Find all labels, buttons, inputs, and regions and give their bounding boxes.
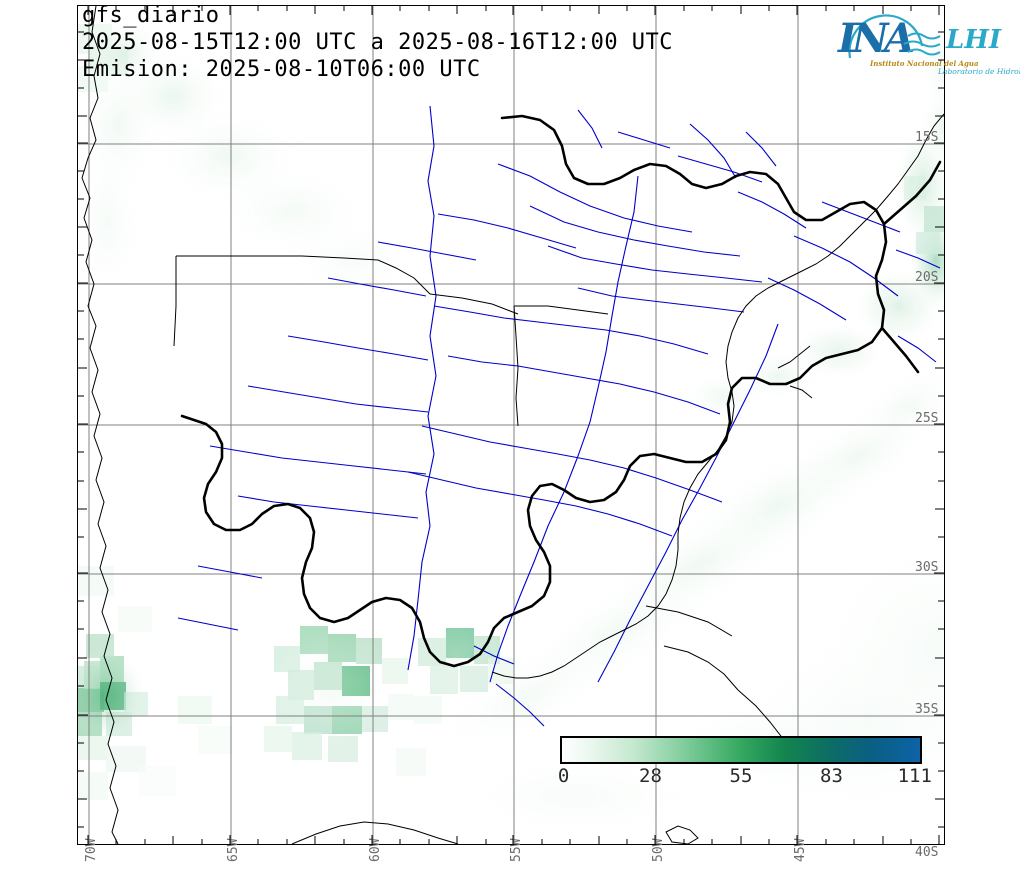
colorbar-tick-55: 55 xyxy=(729,765,753,787)
river-network-layer xyxy=(177,105,941,727)
lon-label-70w: 70W xyxy=(84,838,99,862)
map-plot-area xyxy=(77,5,945,845)
lon-label-55w: 55W xyxy=(509,838,524,862)
lon-label-60w: 60W xyxy=(368,838,383,862)
colorbar-tick-labels: 0 28 55 83 111 xyxy=(557,765,932,787)
lat-label-40s: 40S xyxy=(915,845,939,860)
lat-label-35s: 35S xyxy=(915,702,939,717)
basin-boundary-layer xyxy=(180,114,942,668)
colorbar-tick-28: 28 xyxy=(639,765,662,787)
colorbar-tick-0: 0 xyxy=(557,765,570,787)
logo-ina-subtitle: Instituto Nacional del Agua xyxy=(869,59,979,68)
coastline-layer xyxy=(491,113,944,679)
colorbar-tick-111: 111 xyxy=(897,765,932,787)
precipitation-layer xyxy=(78,14,944,842)
lat-label-20s: 20S xyxy=(915,270,939,285)
ina-lhi-logo: I N A LHI Instituto Nacional del Agua La… xyxy=(830,2,1024,78)
lat-label-15s: 15S xyxy=(915,130,939,145)
logo-letter-i: I xyxy=(837,15,858,62)
lat-label-30s: 30S xyxy=(915,560,939,575)
logo-lhi-subtitle: Laboratorio de Hidrologia xyxy=(937,67,1020,76)
logo-lhi-text: LHI xyxy=(945,25,1002,55)
grid-lines xyxy=(78,6,944,844)
map-canvas xyxy=(78,6,944,844)
lat-label-25s: 25S xyxy=(915,411,939,426)
country-borders-layer xyxy=(81,6,785,844)
logo-letter-a: A xyxy=(880,15,915,62)
precipitation-colorbar: 0 28 55 83 111 xyxy=(557,736,932,787)
lon-label-50w: 50W xyxy=(651,838,666,862)
colorbar-gradient xyxy=(560,736,922,764)
colorbar-tick-83: 83 xyxy=(820,765,843,787)
precip-cluster-andes xyxy=(78,566,514,800)
lon-label-45w: 45W xyxy=(793,838,808,862)
lon-label-65w: 65W xyxy=(226,838,241,862)
logo-letter-n: N xyxy=(850,15,890,62)
logo-arc xyxy=(848,14,924,59)
logo-waves xyxy=(903,32,941,56)
